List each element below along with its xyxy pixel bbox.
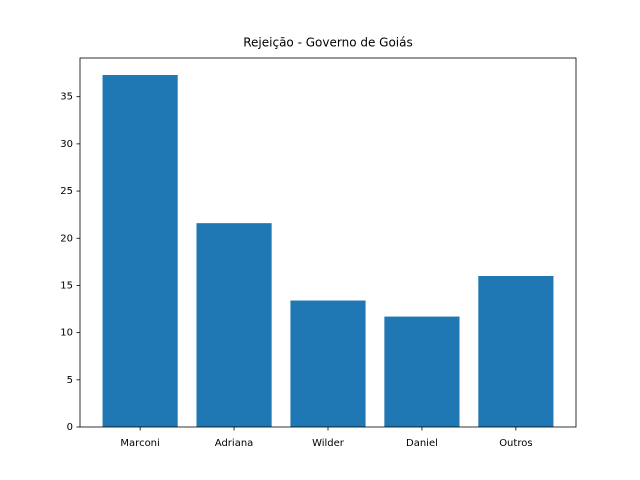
plot-frame: [79, 57, 577, 428]
bar: [102, 74, 178, 427]
y-tick-label: 5: [67, 375, 73, 386]
x-tick-label: Wilder: [312, 438, 345, 449]
y-tick-label: 35: [60, 92, 73, 103]
y-tick-label: 20: [60, 233, 73, 244]
y-tick-label: 15: [60, 280, 73, 291]
x-tick-label: Adriana: [215, 438, 254, 449]
bar: [290, 300, 366, 427]
bar: [384, 316, 460, 427]
x-tick-label: Outros: [499, 438, 532, 449]
y-tick-label: 25: [60, 186, 73, 197]
y-tick-label: 10: [60, 328, 73, 339]
x-tick-label: Daniel: [406, 438, 438, 449]
bar: [478, 276, 554, 427]
y-tick-label: 30: [60, 139, 73, 150]
chart-title: Rejeição - Governo de Goiás: [243, 36, 413, 50]
x-tick-label: Marconi: [120, 438, 159, 449]
bar: [196, 223, 272, 427]
y-tick-label: 0: [67, 422, 73, 433]
